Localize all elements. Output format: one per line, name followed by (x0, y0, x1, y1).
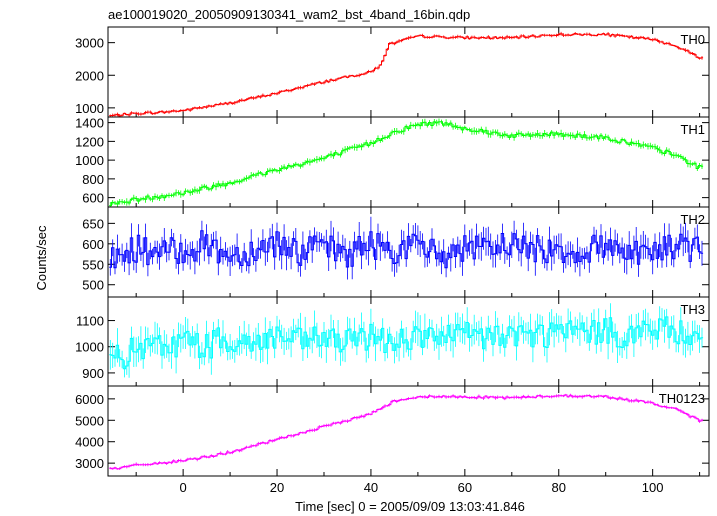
series-line-th0123 (109, 394, 704, 470)
xtick-label-100: 100 (642, 480, 664, 495)
ytick-label-th0123-5000: 5000 (75, 413, 104, 428)
ytick-label-th1-800: 800 (82, 172, 104, 187)
series-line-th3 (109, 316, 704, 370)
ytick-label-th0123-3000: 3000 (75, 456, 104, 471)
panel-label-th1: TH1 (680, 122, 705, 137)
ytick-label-th1-1400: 1400 (75, 116, 104, 131)
y-axis-label: Counts/sec (34, 225, 49, 291)
series-errorbars-th1 (109, 118, 703, 207)
ytick-label-th0-1000: 1000 (75, 101, 104, 116)
panel-label-th0123: TH0123 (659, 391, 705, 406)
xtick-label-0: 0 (180, 480, 187, 495)
series-line-th0 (109, 33, 704, 117)
ytick-label-th2-550: 550 (82, 257, 104, 272)
panel-label-th3: TH3 (680, 302, 705, 317)
series-errorbars-th0 (109, 31, 703, 117)
ytick-label-th1-1000: 1000 (75, 153, 104, 168)
figure-title: ae100019020_20050909130341_wam2_bst_4ban… (108, 7, 470, 22)
ytick-label-th2-600: 600 (82, 237, 104, 252)
ytick-label-th0-3000: 3000 (75, 36, 104, 51)
ytick-label-th3-1100: 1100 (76, 314, 104, 329)
ytick-label-th2-500: 500 (82, 278, 104, 293)
xtick-label-20: 20 (270, 480, 284, 495)
ytick-label-th1-600: 600 (82, 191, 104, 206)
xtick-label-40: 40 (364, 480, 378, 495)
ytick-label-th2-650: 650 (82, 216, 104, 231)
panel-label-th0: TH0 (680, 32, 705, 47)
series-line-th2 (109, 230, 704, 269)
panel-label-th2: TH2 (680, 212, 705, 227)
series-line-th1 (109, 121, 704, 207)
panel-frame-th0123 (107, 385, 710, 477)
ytick-label-th0123-6000: 6000 (75, 392, 104, 407)
series-errorbars-th2 (109, 216, 703, 280)
ytick-label-th3-1000: 1000 (75, 340, 104, 355)
xtick-label-80: 80 (552, 480, 566, 495)
ytick-label-th3-900: 900 (82, 366, 104, 381)
x-axis-label: Time [sec] 0 = 2005/09/09 13:03:41.846 (295, 499, 525, 514)
panel-frame-th0 (107, 26, 710, 118)
ytick-label-th1-1200: 1200 (75, 134, 104, 149)
series-errorbars-th3 (109, 303, 703, 378)
ytick-label-th0-2000: 2000 (75, 68, 104, 83)
ytick-label-th0123-4000: 4000 (75, 435, 104, 450)
xtick-label-60: 60 (458, 480, 472, 495)
